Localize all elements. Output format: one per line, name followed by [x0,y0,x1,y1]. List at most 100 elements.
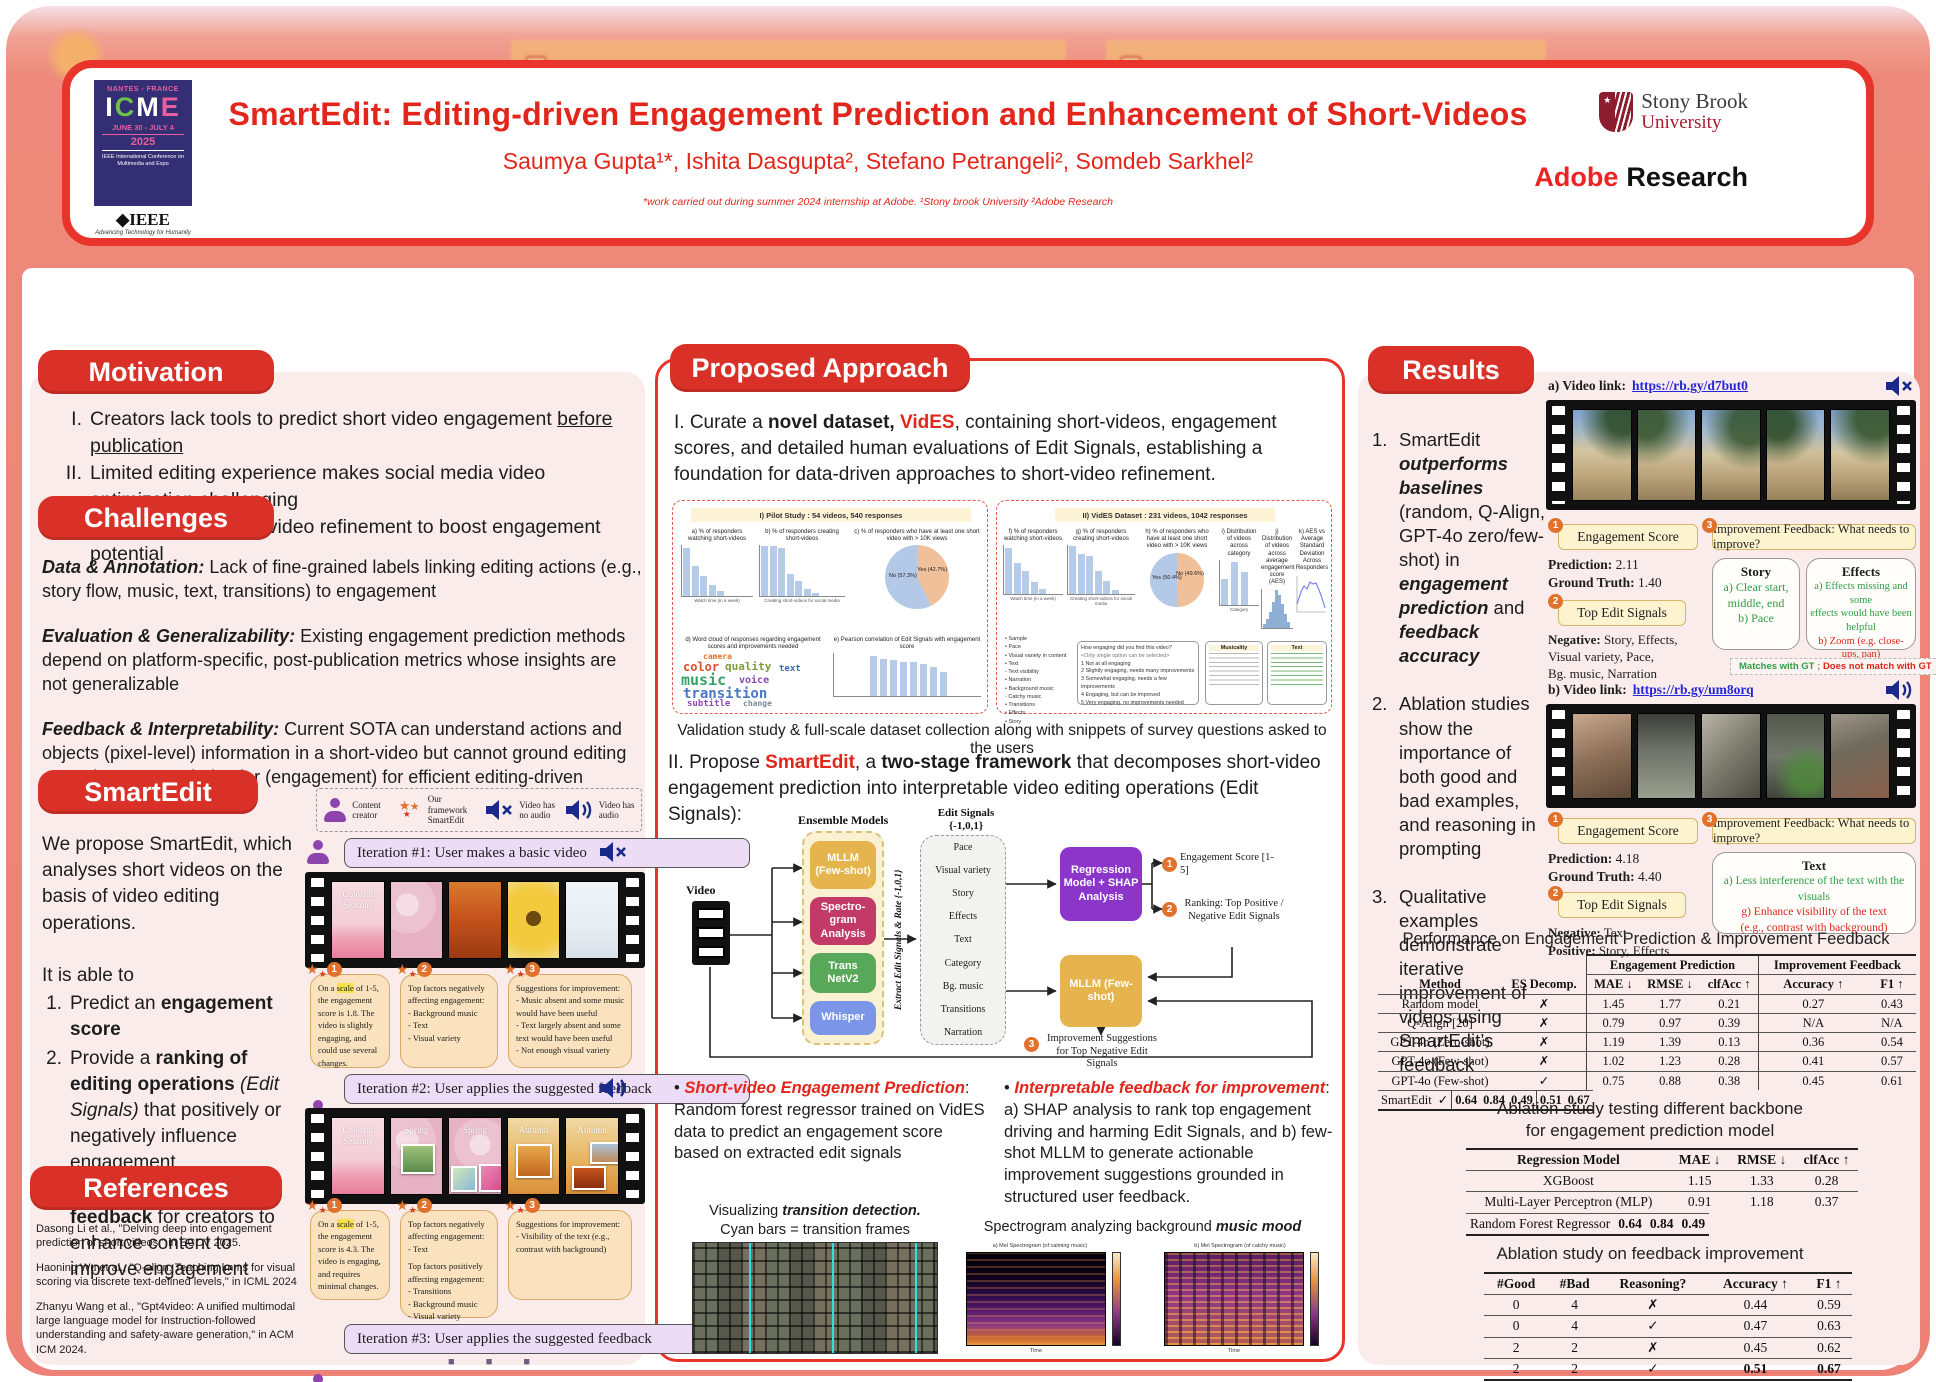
item-number: I. [71,408,82,430]
table-row: Multi-Layer Perceptron (MLP) 0.91 1.18 0.37 [1466,1191,1858,1213]
legend-item: ★ ★ ★ Our framework SmartEdit [399,794,480,825]
video-frame [1765,409,1826,501]
video-frame [1636,713,1697,799]
result-point: 1. SmartEdit outperforms baselines (rando… [1372,429,1545,667]
item-number: II. [65,461,82,484]
wordcloud-block: d) Word cloud of responses regarding eng… [681,637,825,709]
feedback-bubble-factors: Top factors negatively affecting engagem… [400,974,498,1068]
chart-title: b) % of responders creating short-videos [765,529,839,543]
motivation-list: I. Creators lack tools to predict short v… [52,406,644,567]
section-references: References [30,1166,282,1210]
x-axis-label: Creating short-videos for social media [1069,596,1133,607]
video-link-a[interactable]: https://rb.gy/d7but0 [1632,378,1748,393]
smartedit-badge: ★ ★ 2 [396,1198,432,1215]
section-proposed-approach: Proposed Approach [670,344,970,392]
icme-location: NANTES - FRANCE [107,86,179,93]
top-edit-signals-box: Top Edit Signals [1558,600,1686,626]
histogram [1261,588,1293,629]
chart-title: f) % of responders watching short-videos [1003,529,1063,543]
legend-label: Content creator [352,799,381,820]
mini-chart-g: g) % of responders creating short-videos… [1067,529,1135,606]
table-row: 0 4 ✓ 0.47 0.63 [1484,1315,1852,1338]
content-creator-icon [323,798,347,822]
smartedit-badge: ★ ★ 1 [306,962,342,979]
list-item: 2. Provide a ranking of editing operation… [46,1047,282,1174]
video-frame [1765,713,1826,799]
bar-chart [833,653,981,698]
icme-letter: E [160,92,181,122]
approach-item-1: I. Curate a novel dataset, VidES, contai… [674,412,1277,485]
mini-chart-h: h) % of responders who have at least one… [1139,529,1215,607]
speaker-icon [600,1078,626,1098]
video-frame: Colorful Seasons [331,881,385,959]
table-header-row: #Good #Bad Reasoning? Accuracy ↑ F1 ↑ [1484,1272,1852,1296]
bar-chart [1219,559,1259,606]
result-point: 2. Ablation studies show the importance o… [1372,693,1536,859]
survey-musicality-box: Musicality [1205,641,1263,705]
chart-title: i) Distribution of videos across categor… [1221,529,1257,557]
speaker-icon [565,800,591,820]
effects-feedback-box: Effects a) Effects missing and some effec… [1806,558,1916,660]
approach-item-2: II. Propose SmartEdit, a two-stage frame… [668,752,1321,825]
table-header-row: Method ES Decomp. MAE ↓ RMSE ↓ clfAcc ↑ Accur… [1378,974,1916,994]
stonybrook-logo: Stony Brook University [1599,90,1748,134]
mini-chart-i: i) Distribution of videos across categor… [1219,529,1259,612]
reference: Dasong Li et al., "Delving deep into eng… [36,1223,272,1250]
video-filmstrip-iter1: Colorful Seasons [305,872,645,968]
pie-label: No (49.6%) [1176,570,1204,577]
group-header: Improvement Feedback [1757,954,1916,976]
video-frame [565,881,619,959]
bullet-interpretable-feedback: • Interpretable feedback for improvement… [1004,1079,1333,1206]
text-feedback-box: Text a) Less interference of the text wi… [1712,852,1916,934]
bar-chart [681,545,753,598]
icme-wordmark: ICME [94,93,192,121]
chart-title: a) % of responders watching short-videos [687,529,747,543]
output3-number: 3 [1024,1037,1039,1052]
pie-label: No (57.3%) [889,573,917,580]
table3: #Good #Bad Reasoning? Accuracy ↑ F1 ↑ 0 4 ✗ 0.4… [1484,1272,1852,1382]
badge-2: 2 [1548,886,1563,901]
colorbar [1112,1252,1121,1346]
video-frame [1636,409,1697,501]
figure-title: I) Pilot Study : 54 videos, 540 response… [691,508,971,522]
wordcloud: camera color quality music voice text tr… [681,652,801,710]
x-axis-label: Watch time (in a week) [694,598,740,604]
table-row: 0 4 ✗ 0.44 0.59 [1484,1294,1852,1316]
feedback-bubble-suggestions: Suggestions for improvement: - Visibility… [508,1210,632,1300]
affiliation-footnote: *work carried out during summer 2024 int… [642,196,1113,208]
score-values: Prediction: 4.18 Ground Truth: 4.40 [1548,851,1662,885]
video-filmstrip-iter2: Colorful Seasons Spring Spring Autumn Au… [305,1108,645,1204]
video-frame [506,881,561,959]
item-text: Creators lack tools to predict short vid… [90,408,613,457]
bar-chart [759,545,845,598]
smartedit-stars-icon: ★ ★ ★ [398,798,420,819]
stonybrook-name: Stony Brook [1641,89,1748,113]
spectrogram-caption: Spectrogram analyzing background music m… [983,1219,1302,1235]
muted-speaker-icon [600,842,626,862]
content-creator-icon [306,1374,330,1382]
section-title: Challenges [83,502,229,533]
icme-letter: C [114,92,137,122]
video-frame [1830,713,1890,799]
signals-values: Negative: Story, Effects, Visual variety… [1548,632,1678,681]
inset-photo [451,1166,478,1192]
video-frame: Spring [389,1117,444,1195]
research-wordmark: Research [1626,162,1748,192]
figure-caption: Validation study & full-scale dataset co… [677,722,1327,757]
video-link-b[interactable]: https://rb.gy/um8orq [1632,682,1754,697]
x-axis-time: Time [1029,1348,1043,1354]
spectrogram-a-title: a) Mel Spectrogram (of calming music) [992,1243,1088,1249]
table1: Engagement Prediction Improvement Feedbac… [1378,954,1916,1111]
list-item: I. Creators lack tools to predict short v… [52,406,644,460]
section-motivation: Motivation [38,350,274,394]
table3-title: Ablation study on feedback improvement [1496,1244,1804,1263]
mllm-block: MLLM (Few-shot) [810,841,876,889]
iteration3-label: Iteration #3: User applies the suggested… [344,1324,750,1354]
diagram-video-label: Video [686,883,716,897]
ensemble-label: Ensemble Models [798,813,889,827]
page-title: SmartEdit: Editing-driven Engagement Pre… [228,96,1528,132]
video-frame [1701,713,1761,799]
mini-chart-j: j) Distribution of videos across average… [1261,529,1294,629]
x-axis-label: Category [1229,606,1249,612]
speaker-icon [1886,680,1912,700]
